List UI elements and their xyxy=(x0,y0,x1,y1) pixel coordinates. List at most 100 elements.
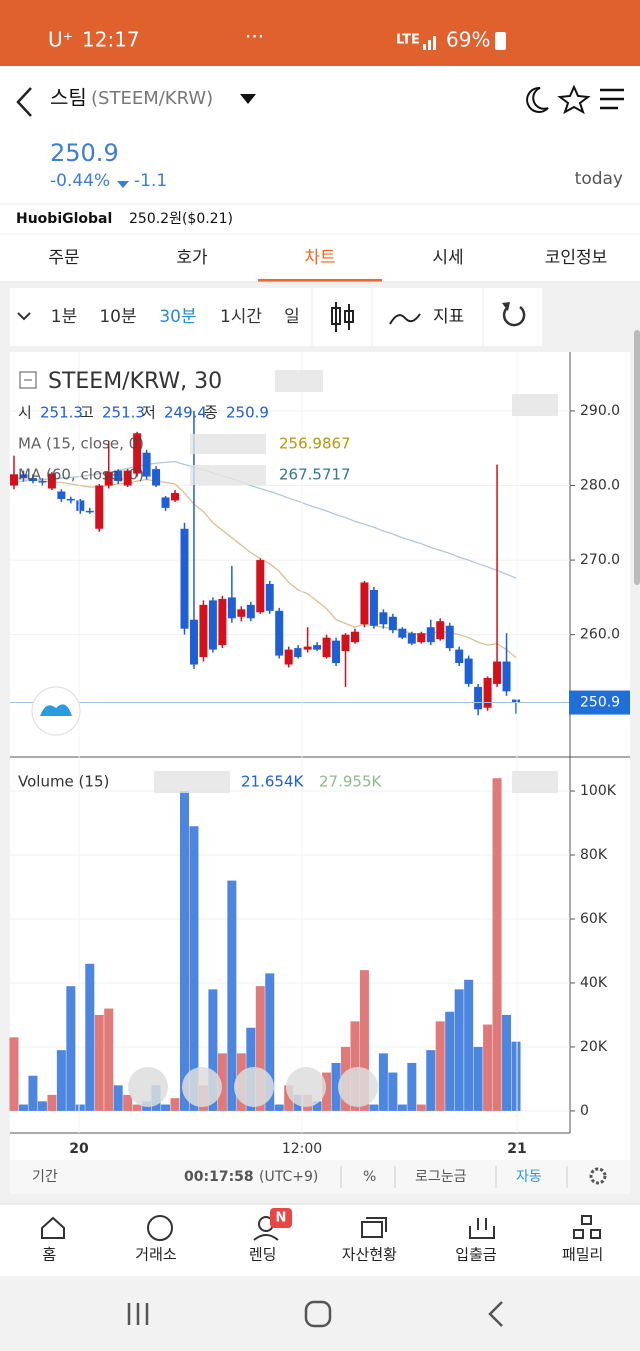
timezone[interactable]: (UTC+9) xyxy=(259,1169,318,1185)
toolbar-collapse[interactable] xyxy=(17,312,31,321)
badge xyxy=(270,1208,292,1228)
volume-tick-label: 0 xyxy=(580,1103,589,1119)
period-button[interactable]: 기간 xyxy=(32,1169,58,1185)
interval[interactable]: 10분 xyxy=(99,307,136,327)
coin-title: 스팀 xyxy=(50,86,87,110)
volume-bar xyxy=(483,1024,493,1111)
ohlc-value: 251.3 xyxy=(102,404,145,422)
coin-dropdown[interactable] xyxy=(240,94,256,104)
chart-type-button[interactable] xyxy=(331,302,354,332)
nav-label[interactable]: 패밀리 xyxy=(562,1246,603,1264)
interval[interactable]: 30분 xyxy=(159,307,196,327)
scroll-left[interactable] xyxy=(128,1067,168,1107)
pane-arrows[interactable] xyxy=(512,771,558,793)
candle-body xyxy=(104,472,113,486)
volume-controls[interactable] xyxy=(154,771,230,793)
candle-body xyxy=(189,619,198,665)
night-mode[interactable] xyxy=(526,86,549,113)
nav-label[interactable]: 거래소 xyxy=(135,1246,177,1264)
menu[interactable] xyxy=(600,88,624,110)
volume-tick-label: 60K xyxy=(580,911,608,927)
zoom-out[interactable] xyxy=(182,1067,222,1107)
interval[interactable]: 1분 xyxy=(51,307,77,327)
tab-underline xyxy=(258,279,382,282)
ohlc-label: 종 xyxy=(204,404,218,422)
volume-bar xyxy=(359,970,369,1111)
candle-body xyxy=(474,686,483,710)
candle-body xyxy=(199,604,208,658)
indicator-icon[interactable] xyxy=(389,313,421,325)
volume-bar xyxy=(37,1101,47,1111)
scroll-right[interactable] xyxy=(338,1067,378,1107)
back-key[interactable] xyxy=(488,1301,503,1327)
candle-body xyxy=(369,589,378,626)
candle-body xyxy=(313,645,322,650)
tab[interactable]: 주문 xyxy=(48,248,79,268)
legend: STEEM/KRW, 30시 251.3고 251.3저 249.4종 250.9MA … xyxy=(18,369,558,793)
candle-body xyxy=(85,510,94,513)
volume-bar xyxy=(284,1085,294,1111)
pane-arrows[interactable] xyxy=(512,394,558,416)
candle-body xyxy=(502,661,511,692)
volume-bar xyxy=(445,1011,455,1111)
bottom-nav xyxy=(0,1204,640,1276)
back-button[interactable] xyxy=(16,87,32,117)
nav-items: 홈 거래소 렌딩 자산현황 입출금 패밀리 xyxy=(42,1246,603,1264)
auto-button[interactable]: 자동 xyxy=(516,1169,542,1185)
reset-arrow xyxy=(502,302,510,311)
reset-button[interactable] xyxy=(502,305,526,327)
ma-line xyxy=(13,460,517,579)
recent-apps[interactable] xyxy=(127,1303,149,1325)
candle-body xyxy=(171,492,180,501)
tab[interactable]: 호가 xyxy=(176,248,208,268)
tab[interactable]: 시세 xyxy=(432,248,463,268)
volume-bar xyxy=(104,1008,114,1111)
candle-body xyxy=(332,640,341,664)
tab[interactable]: 코인정보 xyxy=(545,248,608,268)
volume-bar xyxy=(407,1062,417,1111)
last-price-label: 250.9 xyxy=(580,695,620,711)
interval[interactable]: 1시간 xyxy=(220,307,262,327)
nav-label[interactable]: 자산현황 xyxy=(342,1246,397,1264)
candle-body xyxy=(350,631,359,643)
volume-bar xyxy=(132,1104,142,1111)
candle-body xyxy=(464,658,473,684)
ma-controls[interactable] xyxy=(190,434,266,454)
volume-bar xyxy=(464,979,474,1111)
zoom-in[interactable] xyxy=(286,1067,326,1107)
home-button[interactable] xyxy=(304,1300,332,1328)
nav-label[interactable]: 홈 xyxy=(42,1246,56,1264)
tab[interactable]: 차트 xyxy=(304,248,335,268)
volume-bar xyxy=(274,1104,284,1111)
y-tick-label: 270.0 xyxy=(580,552,620,568)
y-tick-label: 290.0 xyxy=(580,403,620,419)
candle-body xyxy=(445,625,454,649)
volume-bar xyxy=(369,1104,379,1111)
system-nav xyxy=(0,1276,640,1351)
candle-body xyxy=(398,628,407,638)
ma-controls[interactable] xyxy=(190,465,266,485)
candle-body xyxy=(512,699,520,703)
interval[interactable]: 일 xyxy=(284,307,300,327)
plot: 260.0 270.0 280.0 290.0 0 20K 40K 60K 80K 100K 250… xyxy=(9,352,630,1157)
battery-level: 69% xyxy=(446,28,490,52)
candle-body xyxy=(284,649,293,665)
volume-bar xyxy=(56,1050,66,1111)
tabs: 주문 호가 차트 시세 코인정보 xyxy=(48,248,607,282)
candle-body xyxy=(436,621,445,640)
battery-icon xyxy=(495,32,506,50)
log-button[interactable]: 로그눈금 xyxy=(415,1169,467,1185)
percent-button[interactable]: % xyxy=(363,1169,376,1185)
settings-button[interactable] xyxy=(589,1167,607,1185)
indicator-label[interactable]: 지표 xyxy=(433,307,464,327)
volume-bar xyxy=(473,1046,483,1111)
exchange-name: HuobiGlobal xyxy=(16,211,112,227)
nav-label[interactable]: 입출금 xyxy=(455,1246,497,1264)
candle-body xyxy=(227,597,236,619)
zoom-reset[interactable] xyxy=(234,1067,274,1107)
nav-label[interactable]: 렌딩 xyxy=(249,1246,277,1264)
candle-body xyxy=(388,616,397,631)
favorite[interactable] xyxy=(557,84,591,115)
volume-bar xyxy=(492,778,502,1111)
title-controls[interactable] xyxy=(275,370,323,392)
